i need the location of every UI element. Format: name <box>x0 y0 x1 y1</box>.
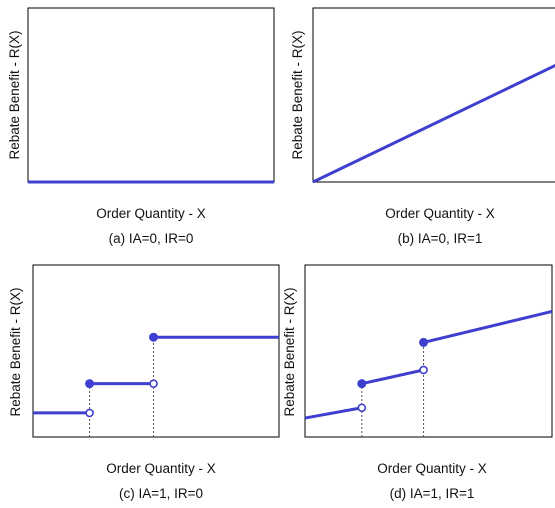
y-axis-label: Rebate Benefit - R(X) <box>8 287 23 416</box>
closed-point <box>85 379 95 389</box>
x-axis-label: Order Quantity - X <box>106 461 216 476</box>
panel-d: Rebate Benefit - R(X) Order Quantity - X… <box>282 264 553 501</box>
panel-caption: (b) IA=0, IR=1 <box>398 231 483 246</box>
open-point <box>419 365 428 375</box>
plot-frame <box>32 264 280 438</box>
panel-a: Rebate Benefit - R(X) Order Quantity - X… <box>7 7 275 246</box>
y-axis-label: Rebate Benefit - R(X) <box>282 287 297 416</box>
series-segment <box>361 368 424 386</box>
series-segment <box>423 309 553 344</box>
open-point <box>149 379 158 388</box>
closed-point <box>357 379 367 389</box>
x-axis-label: Order Quantity - X <box>385 206 495 221</box>
panel-caption: (a) IA=0, IR=0 <box>109 231 194 246</box>
series-segment <box>312 63 555 184</box>
series-segment <box>304 406 363 420</box>
y-axis-label: Rebate Benefit - R(X) <box>290 30 305 159</box>
panel-c: Rebate Benefit - R(X) Order Quantity - X… <box>8 264 280 501</box>
closed-point <box>419 337 429 347</box>
plot-frame <box>27 7 275 183</box>
panel-caption: (c) IA=1, IR=0 <box>119 486 203 501</box>
open-point <box>357 403 367 413</box>
x-axis-label: Order Quantity - X <box>96 206 206 221</box>
open-point <box>85 408 94 418</box>
plot-frame <box>304 264 553 438</box>
closed-point <box>149 332 159 342</box>
plot-frame <box>312 7 555 183</box>
y-axis-label: Rebate Benefit - R(X) <box>7 30 22 159</box>
panel-b: Rebate Benefit - R(X) Order Quantity - X… <box>290 7 555 246</box>
x-axis-label: Order Quantity - X <box>377 461 487 476</box>
panel-caption: (d) IA=1, IR=1 <box>390 486 475 501</box>
